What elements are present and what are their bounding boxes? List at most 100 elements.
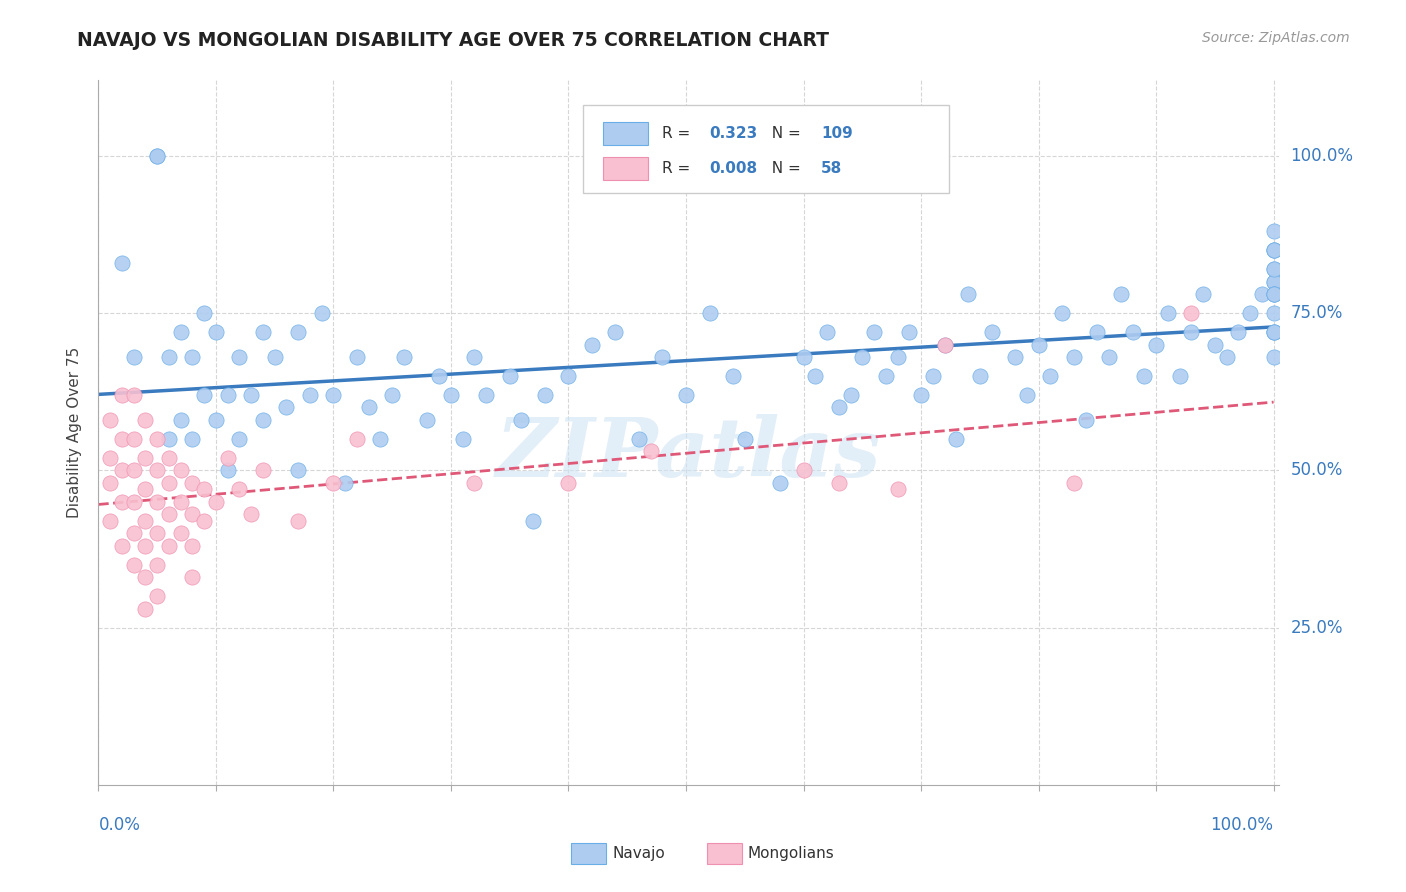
- Text: 0.008: 0.008: [709, 161, 758, 176]
- Point: [122, 388, 145, 402]
- Point: [1263, 325, 1285, 339]
- Point: [98, 413, 121, 427]
- Text: ZIPatlas: ZIPatlas: [496, 414, 882, 494]
- Point: [427, 369, 450, 384]
- Text: 100.0%: 100.0%: [1291, 147, 1354, 165]
- Point: [921, 369, 943, 384]
- Point: [1192, 287, 1215, 301]
- Point: [1263, 350, 1285, 364]
- Point: [146, 526, 169, 541]
- Point: [252, 413, 274, 427]
- Point: [181, 475, 204, 490]
- Point: [134, 539, 156, 553]
- Point: [1180, 325, 1202, 339]
- Point: [287, 463, 309, 477]
- Point: [839, 388, 862, 402]
- Point: [181, 539, 204, 553]
- FancyBboxPatch shape: [571, 843, 606, 863]
- Text: 25.0%: 25.0%: [1291, 619, 1343, 637]
- Point: [111, 432, 134, 446]
- Point: [1074, 413, 1097, 427]
- Point: [863, 325, 886, 339]
- Point: [193, 482, 215, 496]
- Point: [205, 413, 228, 427]
- Point: [463, 475, 485, 490]
- Point: [451, 432, 474, 446]
- Point: [252, 463, 274, 477]
- Point: [111, 388, 134, 402]
- Point: [1263, 325, 1285, 339]
- Point: [581, 337, 603, 351]
- Point: [1263, 306, 1285, 320]
- Point: [1263, 224, 1285, 238]
- Point: [311, 306, 333, 320]
- Point: [122, 463, 145, 477]
- Point: [370, 432, 392, 446]
- Point: [98, 475, 121, 490]
- Point: [1239, 306, 1261, 320]
- Point: [122, 526, 145, 541]
- Point: [1028, 337, 1050, 351]
- Point: [875, 369, 897, 384]
- Point: [181, 570, 204, 584]
- Point: [886, 350, 908, 364]
- Point: [1250, 287, 1272, 301]
- Point: [1133, 369, 1156, 384]
- Point: [651, 350, 673, 364]
- Point: [98, 450, 121, 465]
- Point: [792, 463, 814, 477]
- Point: [287, 514, 309, 528]
- Point: [122, 350, 145, 364]
- Point: [157, 508, 180, 522]
- Text: 58: 58: [821, 161, 842, 176]
- Point: [1227, 325, 1250, 339]
- Point: [134, 601, 156, 615]
- Point: [111, 463, 134, 477]
- Point: [721, 369, 744, 384]
- Point: [146, 558, 169, 572]
- Point: [1050, 306, 1073, 320]
- Point: [627, 432, 650, 446]
- Text: 0.323: 0.323: [709, 126, 758, 141]
- Point: [146, 463, 169, 477]
- Point: [205, 495, 228, 509]
- Point: [193, 514, 215, 528]
- Point: [792, 350, 814, 364]
- Point: [322, 475, 344, 490]
- Point: [252, 325, 274, 339]
- Point: [1004, 350, 1026, 364]
- Point: [886, 482, 908, 496]
- Text: 50.0%: 50.0%: [1291, 461, 1343, 479]
- Point: [134, 413, 156, 427]
- FancyBboxPatch shape: [603, 121, 648, 145]
- Point: [804, 369, 827, 384]
- Point: [111, 256, 134, 270]
- Point: [335, 475, 357, 490]
- Point: [1144, 337, 1167, 351]
- Point: [111, 539, 134, 553]
- Point: [1109, 287, 1132, 301]
- Text: Mongolians: Mongolians: [748, 846, 835, 861]
- Point: [322, 388, 344, 402]
- Text: 0.0%: 0.0%: [98, 815, 141, 833]
- Point: [557, 369, 579, 384]
- Point: [122, 432, 145, 446]
- Point: [1168, 369, 1191, 384]
- Point: [122, 495, 145, 509]
- Point: [440, 388, 463, 402]
- Point: [111, 495, 134, 509]
- Point: [1122, 325, 1144, 339]
- Point: [1015, 388, 1038, 402]
- Y-axis label: Disability Age Over 75: Disability Age Over 75: [67, 347, 83, 518]
- Point: [181, 432, 204, 446]
- Point: [416, 413, 439, 427]
- Point: [193, 388, 215, 402]
- Point: [1063, 475, 1085, 490]
- Point: [157, 539, 180, 553]
- Point: [263, 350, 285, 364]
- Point: [828, 401, 851, 415]
- Point: [1263, 287, 1285, 301]
- Point: [957, 287, 980, 301]
- Point: [769, 475, 792, 490]
- Point: [170, 495, 193, 509]
